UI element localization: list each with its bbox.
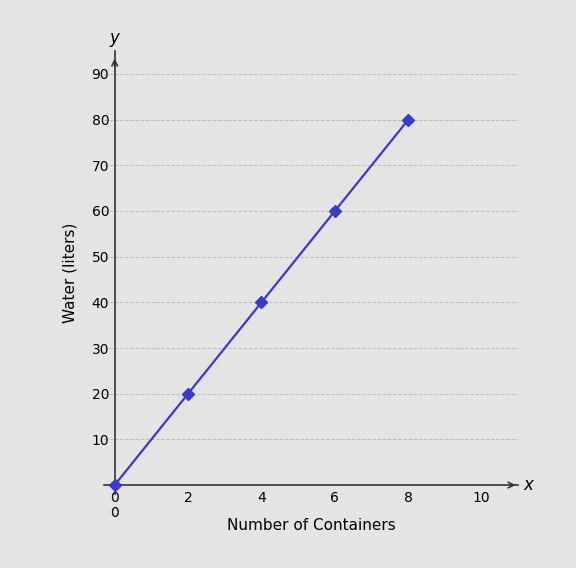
- Text: y: y: [110, 28, 120, 47]
- Text: x: x: [524, 476, 534, 494]
- Y-axis label: Water (liters): Water (liters): [63, 223, 78, 323]
- X-axis label: Number of Containers: Number of Containers: [227, 519, 395, 533]
- Text: 0: 0: [111, 506, 119, 520]
